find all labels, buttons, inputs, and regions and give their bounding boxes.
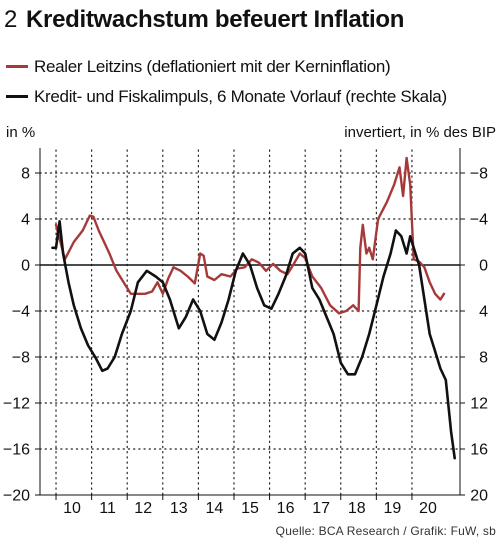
left-tick-label: −16	[3, 442, 30, 459]
legend-label-impulse: Kredit- und Fiskalimpuls, 6 Monate Vorla…	[34, 87, 447, 106]
x-tick-label: 10	[63, 500, 81, 517]
right-tick-label: 8	[479, 350, 488, 367]
series-layer	[51, 156, 457, 460]
x-tick-label: 11	[99, 500, 116, 517]
axes: 8 −8 4 −4 0 0 −4 4 −8 8 −12 12 −16 16 −20 20 10 11 12 13 14 1…	[3, 148, 488, 517]
left-tick-label: −12	[3, 396, 30, 413]
chart-number: 2	[4, 6, 18, 33]
right-tick-label: 20	[470, 488, 488, 505]
x-tick-label: 16	[277, 500, 295, 517]
legend-swatch-impulse	[6, 95, 28, 99]
chart-title: Kreditwachstum befeuert Inflation	[26, 6, 405, 33]
legend-label-real-rate: Realer Leitzins (deflationiert mit der K…	[34, 57, 391, 76]
x-tick-label: 12	[134, 500, 152, 517]
right-axis-label: invertiert, in % des BIP	[344, 124, 496, 141]
series-line-impulse	[51, 220, 457, 460]
legend-item-real-rate: Realer Leitzins (deflationiert mit der K…	[6, 57, 391, 77]
x-tick-label: 19	[383, 500, 401, 517]
source-note: Quelle: BCA Research / Grafik: FuW, sb	[275, 524, 496, 538]
left-tick-label: −4	[12, 304, 30, 321]
left-axis-label: in %	[6, 124, 35, 141]
left-tick-label: −20	[3, 488, 30, 505]
right-tick-label: 16	[470, 442, 488, 459]
legend-swatch-real-rate	[6, 65, 28, 69]
grid	[39, 149, 461, 496]
right-tick-label: 12	[470, 396, 488, 413]
x-tick-label: 17	[312, 500, 330, 517]
right-tick-label: −4	[470, 212, 488, 229]
right-tick-label: 0	[479, 258, 488, 275]
series-line-real-rate	[54, 156, 446, 315]
left-tick-label: 4	[21, 212, 30, 229]
left-tick-label: −8	[12, 350, 30, 367]
left-tick-label: 0	[21, 258, 30, 275]
x-tick-label: 18	[348, 500, 366, 517]
x-tick-label: 15	[241, 500, 259, 517]
right-tick-label: −8	[470, 166, 488, 183]
legend-item-impulse: Kredit- und Fiskalimpuls, 6 Monate Vorla…	[6, 87, 447, 107]
chart-header: 2 Kreditwachstum befeuert Inflation	[0, 0, 500, 44]
x-tick-label: 13	[170, 500, 188, 517]
right-tick-label: 4	[479, 304, 488, 321]
x-tick-label: 14	[205, 500, 223, 517]
x-tick-label: 20	[419, 500, 437, 517]
left-tick-label: 8	[21, 166, 30, 183]
